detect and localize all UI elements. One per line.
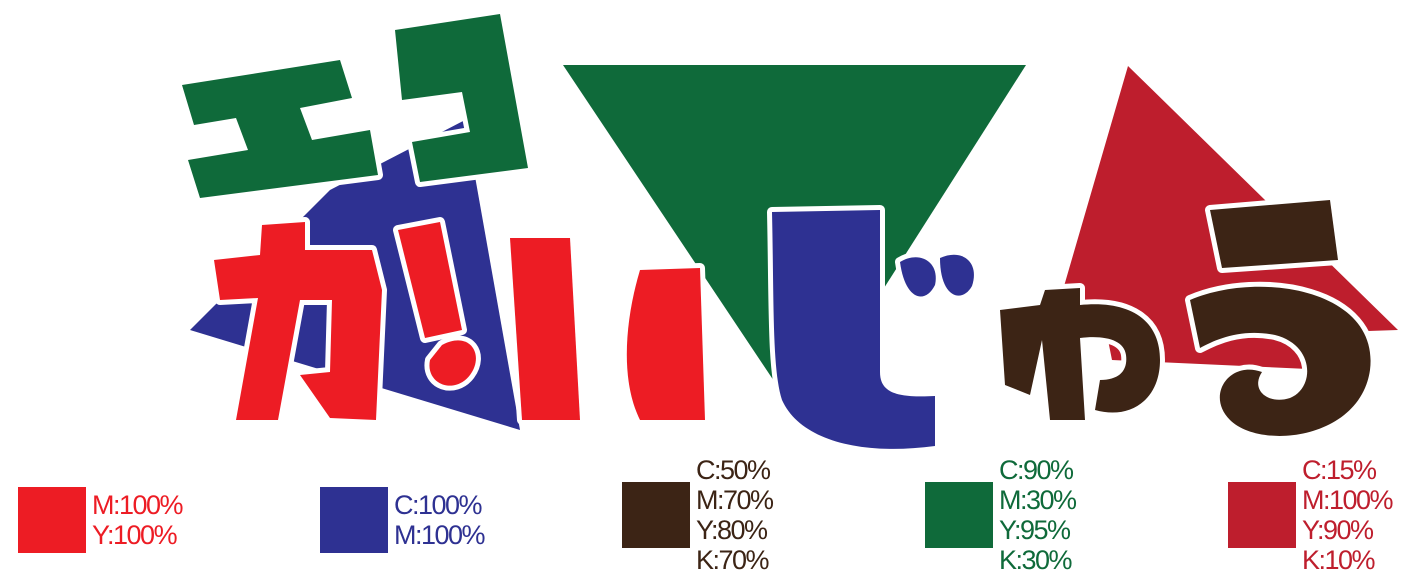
swatch-crimson: C:15% M:100% Y:90% K:10% bbox=[1228, 455, 1394, 575]
brown-swatch-chip bbox=[622, 482, 690, 548]
green-spec-line-3: Y:95% bbox=[999, 515, 1071, 545]
yuu-lettering bbox=[995, 195, 1376, 441]
eco-gaijuu-logo bbox=[177, 9, 1398, 454]
crimson-spec-line-2: M:100% bbox=[1302, 485, 1394, 515]
ga-lettering bbox=[209, 217, 481, 425]
crimson-spec-line-4: K:10% bbox=[1302, 545, 1376, 575]
green-swatch-chip bbox=[925, 482, 993, 548]
eco-lettering bbox=[177, 9, 533, 203]
brown-spec-line-1: C:50% bbox=[696, 455, 771, 485]
swatch-green: C:90% M:30% Y:95% K:30% bbox=[925, 455, 1077, 575]
red-spec-line-2: Y:100% bbox=[92, 520, 178, 550]
green-spec-line-2: M:30% bbox=[999, 485, 1077, 515]
blue-cmyk-values: C:100% M:100% bbox=[394, 490, 486, 550]
i-lettering bbox=[505, 233, 710, 425]
crimson-swatch-chip bbox=[1228, 482, 1296, 548]
red-cmyk-values: M:100% Y:100% bbox=[92, 490, 184, 550]
brown-spec-line-3: Y:80% bbox=[696, 515, 768, 545]
swatch-red: M:100% Y:100% bbox=[18, 487, 184, 553]
ji-lettering bbox=[767, 205, 979, 454]
brown-spec-line-4: K:70% bbox=[696, 545, 770, 575]
crimson-cmyk-values: C:15% M:100% Y:90% K:10% bbox=[1302, 455, 1394, 575]
brown-spec-line-2: M:70% bbox=[696, 485, 774, 515]
green-cmyk-values: C:90% M:30% Y:95% K:30% bbox=[999, 455, 1077, 575]
blue-spec-line-2: M:100% bbox=[394, 520, 486, 550]
red-spec-line-1: M:100% bbox=[92, 490, 184, 520]
crimson-spec-line-3: Y:90% bbox=[1302, 515, 1374, 545]
swatch-brown: C:50% M:70% Y:80% K:70% bbox=[622, 455, 774, 575]
brown-cmyk-values: C:50% M:70% Y:80% K:70% bbox=[696, 455, 774, 575]
crimson-spec-line-1: C:15% bbox=[1302, 455, 1377, 485]
green-spec-line-1: C:90% bbox=[999, 455, 1074, 485]
red-swatch-chip bbox=[18, 487, 86, 553]
swatch-blue: C:100% M:100% bbox=[320, 487, 486, 553]
blue-swatch-chip bbox=[320, 487, 388, 553]
blue-spec-line-1: C:100% bbox=[394, 490, 483, 520]
green-spec-line-4: K:30% bbox=[999, 545, 1073, 575]
